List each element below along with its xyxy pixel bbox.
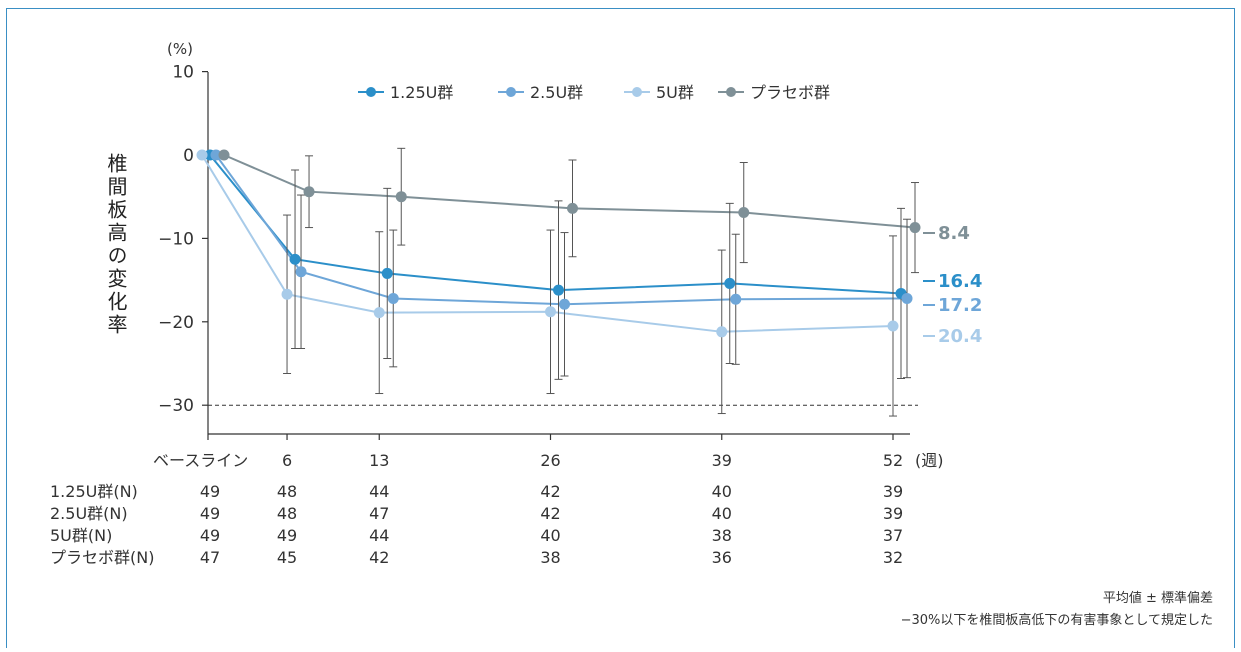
y-unit-label: (%) [167,40,193,58]
x-unit-label: (週) [915,451,944,470]
y-tick-label: −20 [158,313,194,333]
data-point [387,292,399,304]
x-tick-label: 13 [369,451,389,470]
data-point [381,267,393,279]
n-table-cell: 40 [540,526,560,545]
series-line [223,154,916,229]
data-point [210,149,222,161]
series-line [209,154,902,295]
n-table-cell: 48 [277,482,297,501]
n-table-row-label: 1.25U群(N) [50,482,138,501]
n-table-cell: 39 [883,482,903,501]
n-table-cell: 49 [200,526,220,545]
x-tick-label: ベースライン [153,451,248,470]
legend-marker [506,87,516,97]
y-axis-label: 椎間板高の変化率 [104,153,128,337]
data-point [218,149,230,161]
end-label: 8.4 [938,223,970,244]
x-tick-label: 26 [540,451,560,470]
footnote-2: −30%以下を椎間板高低下の有害事象として規定した [901,612,1213,628]
y-tick-label: 10 [172,63,194,83]
n-table-row-label: 2.5U群(N) [50,504,128,523]
n-table-row-label: プラセボ群(N) [50,548,154,567]
y-tick-label: 0 [183,146,194,166]
n-table-cell: 32 [883,548,903,567]
n-table-cell: 39 [883,504,903,523]
data-point [559,298,570,310]
x-tick-label: 6 [282,451,292,470]
data-point [716,326,728,338]
series-line [215,154,908,306]
data-point [887,320,899,332]
x-tick-label: 39 [712,451,732,470]
data-point [909,222,921,234]
legend-label: 2.5U群 [530,83,583,102]
data-point [196,149,208,161]
y-tick-label: −30 [158,396,194,416]
n-table-row-label: 5U群(N) [50,526,112,545]
data-point [545,306,556,318]
n-table-cell: 49 [200,482,220,501]
legend-marker [726,87,736,97]
data-point [730,293,742,305]
legend-label: 1.25U群 [390,83,453,102]
data-point [724,277,736,289]
n-table-cell: 36 [712,548,732,567]
legend-label: 5U群 [656,83,694,102]
legend-marker [366,87,376,97]
x-tick-label: 52 [883,451,903,470]
n-table-cell: 38 [540,548,560,567]
data-point [395,191,407,203]
n-table-cell: 38 [712,526,732,545]
end-label: 17.2 [938,295,982,316]
data-point [373,307,385,319]
n-table-cell: 49 [200,504,220,523]
n-table-cell: 45 [277,548,297,567]
n-table-cell: 47 [369,504,389,523]
legend-marker [632,87,642,97]
chart-frame [6,8,1235,648]
footnote-1: 平均値 ± 標準偏差 [1103,590,1213,606]
n-table-cell: 44 [369,482,389,501]
legend-label: プラセボ群 [750,83,830,102]
data-point [281,288,293,300]
n-table-cell: 42 [540,482,560,501]
n-table-cell: 42 [369,548,389,567]
data-point [901,292,913,304]
n-table-cell: 44 [369,526,389,545]
data-point [295,266,307,278]
n-table-cell: 42 [540,504,560,523]
n-table-cell: 40 [712,504,732,523]
n-table-cell: 47 [200,548,220,567]
y-tick-label: −10 [158,229,194,249]
n-table-cell: 49 [277,526,297,545]
data-point [303,186,315,198]
n-table-cell: 48 [277,504,297,523]
data-point [553,284,564,296]
n-table-cell: 40 [712,482,732,501]
end-label: 20.4 [938,326,982,347]
data-point [567,202,578,214]
data-point [289,253,301,265]
n-table-cell: 37 [883,526,903,545]
series-line [201,154,894,333]
end-label: 16.4 [938,271,982,292]
data-point [738,207,750,219]
